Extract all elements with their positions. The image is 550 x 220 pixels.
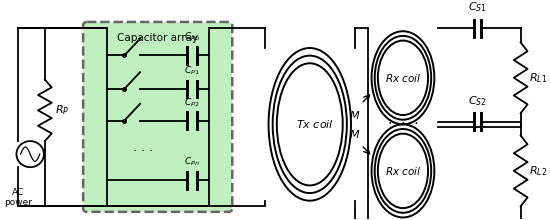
Text: ·  ·  ·: · · ·	[388, 117, 418, 131]
Text: $Rx$ coil: $Rx$ coil	[385, 72, 421, 84]
Text: Capacitor array: Capacitor array	[117, 33, 198, 43]
Text: $Rx$ coil: $Rx$ coil	[385, 165, 421, 177]
Text: · · ·: · · ·	[133, 145, 153, 158]
Text: $C_{S2}$: $C_{S2}$	[468, 94, 487, 108]
FancyBboxPatch shape	[83, 22, 232, 212]
Text: $C_{Pn}$: $C_{Pn}$	[184, 156, 200, 168]
Text: $M$: $M$	[349, 128, 360, 140]
Text: $C_{P0}$: $C_{P0}$	[184, 31, 200, 43]
Text: AC
power: AC power	[4, 188, 32, 207]
Text: $C_{P2}$: $C_{P2}$	[184, 96, 200, 108]
Text: $C_{P1}$: $C_{P1}$	[184, 64, 200, 77]
Text: $R_{L1}$: $R_{L1}$	[529, 71, 547, 85]
Text: $R_{L2}$: $R_{L2}$	[529, 164, 547, 178]
Text: $C_{S1}$: $C_{S1}$	[468, 1, 487, 15]
Text: $M$: $M$	[349, 109, 360, 121]
Text: $R_P$: $R_P$	[54, 103, 69, 117]
Text: $Tx$ coil: $Tx$ coil	[296, 118, 334, 130]
